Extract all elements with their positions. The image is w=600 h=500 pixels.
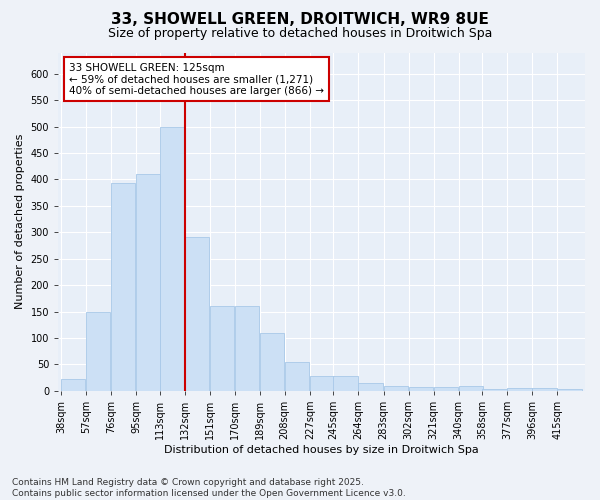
Bar [86,312,110,391]
Bar [507,388,532,391]
Bar [285,362,309,391]
Bar [434,386,458,391]
Text: Contains HM Land Registry data © Crown copyright and database right 2025.
Contai: Contains HM Land Registry data © Crown c… [12,478,406,498]
Text: Size of property relative to detached houses in Droitwich Spa: Size of property relative to detached ho… [108,28,492,40]
Y-axis label: Number of detached properties: Number of detached properties [15,134,25,310]
Bar [482,389,507,391]
Bar [557,389,582,391]
Bar [61,380,85,391]
Bar [235,306,259,391]
Bar [136,174,160,391]
Bar [458,386,483,391]
Bar [111,183,136,391]
X-axis label: Distribution of detached houses by size in Droitwich Spa: Distribution of detached houses by size … [164,445,479,455]
Bar [260,333,284,391]
Text: 33, SHOWELL GREEN, DROITWICH, WR9 8UE: 33, SHOWELL GREEN, DROITWICH, WR9 8UE [111,12,489,28]
Bar [310,376,334,391]
Bar [532,388,557,391]
Bar [185,237,209,391]
Bar [334,376,358,391]
Bar [358,383,383,391]
Bar [409,387,433,391]
Bar [160,126,184,391]
Bar [383,386,408,391]
Text: 33 SHOWELL GREEN: 125sqm
← 59% of detached houses are smaller (1,271)
40% of sem: 33 SHOWELL GREEN: 125sqm ← 59% of detach… [69,62,324,96]
Bar [209,306,234,391]
